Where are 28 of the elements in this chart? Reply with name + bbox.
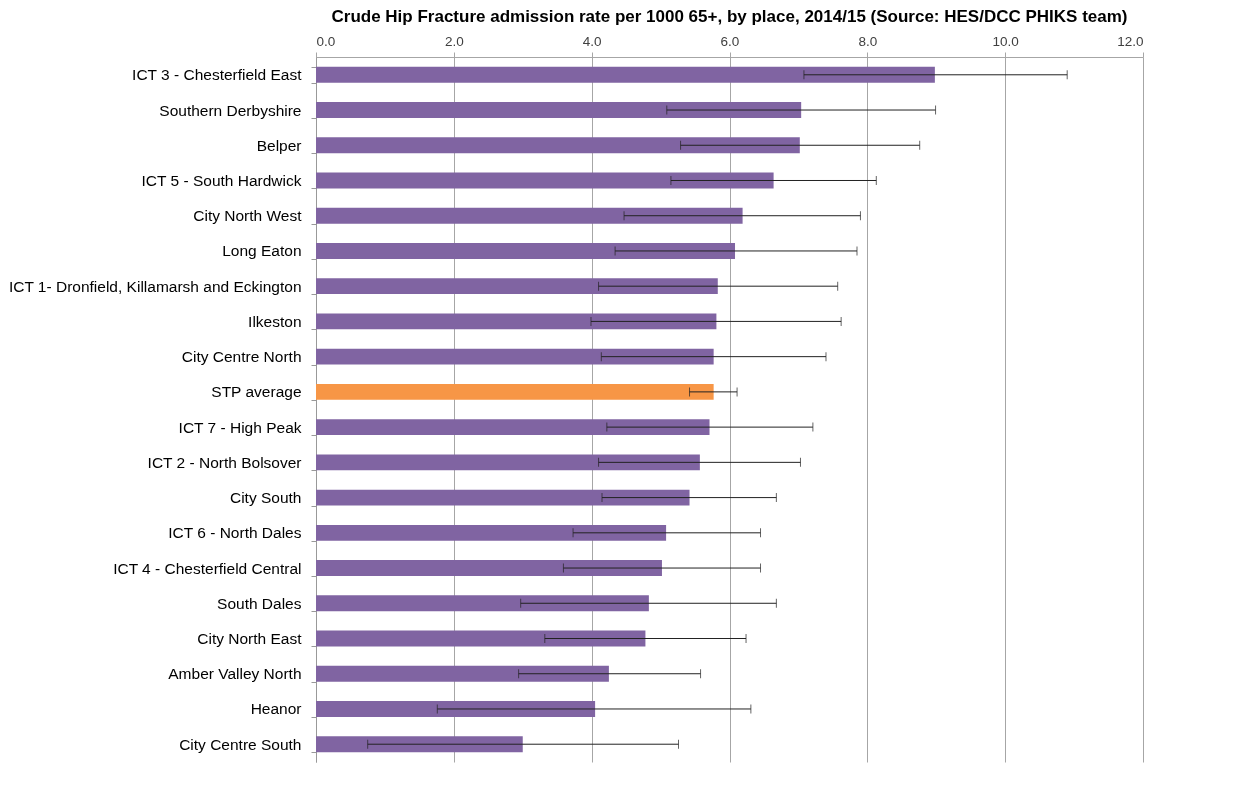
y-tick-label: Belper [256,136,302,154]
y-tick-label: City Centre South [179,735,302,753]
x-tick-label: 12.0 [1117,33,1144,49]
y-tick-label: Heanor [250,700,302,718]
x-tick-label: 10.0 [992,33,1019,49]
y-tick-label: City North East [197,630,303,648]
y-tick-label: Southern Derbyshire [159,101,302,119]
y-tick-label: ICT 6 - North Dales [168,524,302,542]
y-tick-label: ICT 7 - High Peak [178,418,302,436]
x-tick-label: 8.0 [858,33,878,49]
y-tick-label: ICT 5 - South Hardwick [141,171,302,189]
y-tick-label: ICT 4 - Chesterfield Central [113,559,302,577]
y-tick-label: South Dales [217,594,302,612]
x-tick-label: 0.0 [316,33,336,49]
y-tick-label: ICT 3 - Chesterfield East [132,66,303,84]
chart-title: Crude Hip Fracture admission rate per 1000 65+, by place, 2014/15 (Source: HES/DCC PHIKS team) [331,7,1128,26]
y-tick-label: City Centre North [181,348,302,366]
y-tick-label: Amber Valley North [168,665,302,683]
y-tick-label: ICT 1- Dronfield, Killamarsh and Eckington [8,277,302,295]
x-tick-label: 2.0 [444,33,464,49]
y-tick-label: City South [229,489,302,507]
x-tick-label: 6.0 [720,33,740,49]
y-tick-label: Long Eaton [222,242,302,260]
y-tick-label: City North West [193,207,303,225]
x-tick-label: 4.0 [582,33,602,49]
y-tick-label: STP average [211,383,302,401]
y-tick-label: ICT 2 - North Bolsover [147,453,302,471]
y-tick-label: Ilkeston [248,312,302,330]
